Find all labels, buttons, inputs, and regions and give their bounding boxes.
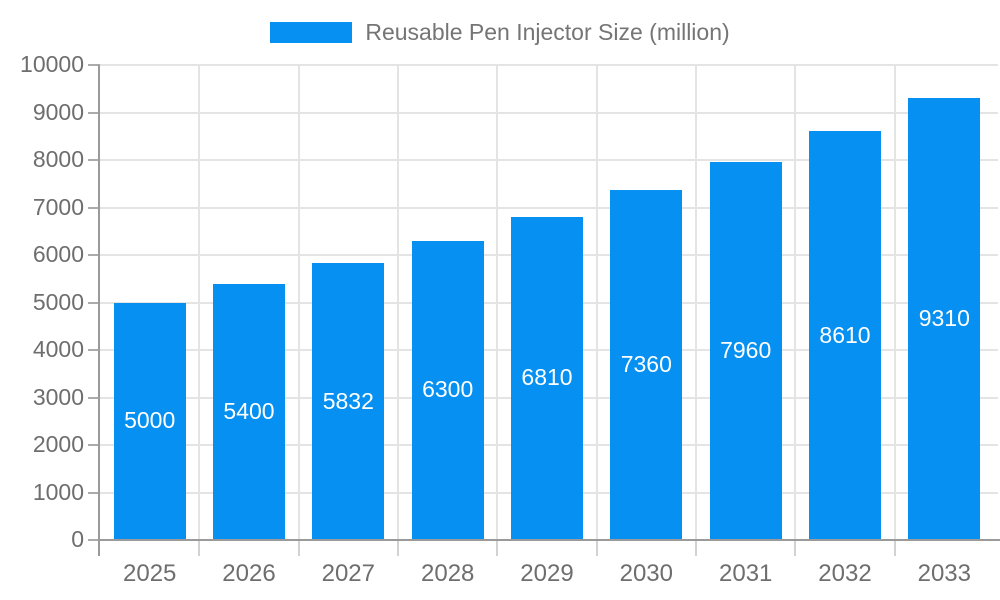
y-axis-tick <box>88 64 100 66</box>
bar-value-label: 5400 <box>223 397 275 424</box>
x-gridline <box>695 65 697 540</box>
bar-2030[interactable]: 7360 <box>610 190 683 539</box>
bar-value-label: 5000 <box>124 407 176 434</box>
y-axis-tick <box>88 206 100 209</box>
y-axis-line <box>98 65 100 556</box>
x-axis-tick <box>695 540 697 556</box>
y-axis-label: 1000 <box>32 478 84 505</box>
bar-2032[interactable]: 8610 <box>809 131 881 539</box>
x-axis-tick <box>794 540 797 556</box>
y-axis-tick <box>88 539 100 541</box>
x-axis-label: 2033 <box>917 560 971 587</box>
x-axis-label: 2025 <box>122 560 177 587</box>
y-axis-tick <box>88 444 100 446</box>
x-axis-label: 2030 <box>619 560 673 587</box>
y-axis-tick <box>88 349 100 351</box>
y-axis-label: 0 <box>71 525 84 552</box>
x-axis-label: 2028 <box>420 560 475 587</box>
y-axis-tick <box>88 396 100 399</box>
y-axis-label: 9000 <box>32 98 84 125</box>
x-gridline <box>595 65 598 540</box>
x-axis-label: 2031 <box>718 560 773 587</box>
y-axis-tick <box>88 254 100 256</box>
x-gridline <box>893 65 896 540</box>
x-axis-tick <box>595 540 598 556</box>
y-axis-label: 3000 <box>32 383 84 410</box>
y-axis-label: 2000 <box>32 430 84 457</box>
x-axis-label: 2027 <box>321 560 375 587</box>
y-gridline <box>100 206 998 209</box>
bar-value-label: 9310 <box>918 304 970 331</box>
y-axis-label: 10000 <box>20 50 84 77</box>
bar-value-label: 5832 <box>322 387 374 414</box>
y-axis-label: 8000 <box>32 145 84 172</box>
x-gridline <box>397 65 399 540</box>
x-axis-tick <box>397 540 399 556</box>
bar-2028[interactable]: 6300 <box>411 240 484 540</box>
y-axis-tick <box>88 111 100 114</box>
y-gridline <box>100 159 998 161</box>
bar-value-label: 7960 <box>720 336 772 363</box>
x-gridline <box>794 65 797 540</box>
x-axis-tick <box>893 540 896 556</box>
bar-2027[interactable]: 5832 <box>312 263 385 539</box>
x-gridline <box>297 65 300 540</box>
legend-label[interactable]: Reusable Pen Injector Size (million) <box>365 18 730 45</box>
x-axis-line <box>98 539 1000 541</box>
x-gridline <box>198 65 201 540</box>
y-axis-tick <box>88 491 100 494</box>
bar-value-label: 6810 <box>521 364 573 391</box>
y-axis-label: 6000 <box>32 240 84 267</box>
x-gridline <box>496 65 499 540</box>
y-axis-label: 7000 <box>32 193 84 220</box>
y-gridline <box>100 64 998 66</box>
y-axis-label: 4000 <box>32 335 84 362</box>
x-axis-label: 2029 <box>520 560 574 587</box>
bar-2029[interactable]: 6810 <box>511 216 583 539</box>
x-axis-tick <box>297 540 300 556</box>
bar-2025[interactable]: 5000 <box>113 302 186 539</box>
x-axis-label: 2032 <box>818 560 872 587</box>
x-axis-tick <box>496 540 499 556</box>
bar-2033[interactable]: 9310 <box>908 97 981 539</box>
bar-2026[interactable]: 5400 <box>213 283 285 539</box>
legend: Reusable Pen Injector Size (million) <box>0 16 1000 48</box>
bar-value-label: 7360 <box>620 351 672 378</box>
y-axis-label: 5000 <box>32 288 84 315</box>
bar-2031[interactable]: 7960 <box>709 161 782 539</box>
y-gridline <box>100 111 998 114</box>
bar-value-label: 6300 <box>422 376 474 403</box>
x-axis-label: 2026 <box>222 560 276 587</box>
y-axis-tick <box>88 301 100 304</box>
x-axis-tick <box>198 540 201 556</box>
bar-value-label: 8610 <box>819 321 871 348</box>
legend-swatch[interactable] <box>270 21 353 43</box>
y-axis-tick <box>88 159 100 161</box>
